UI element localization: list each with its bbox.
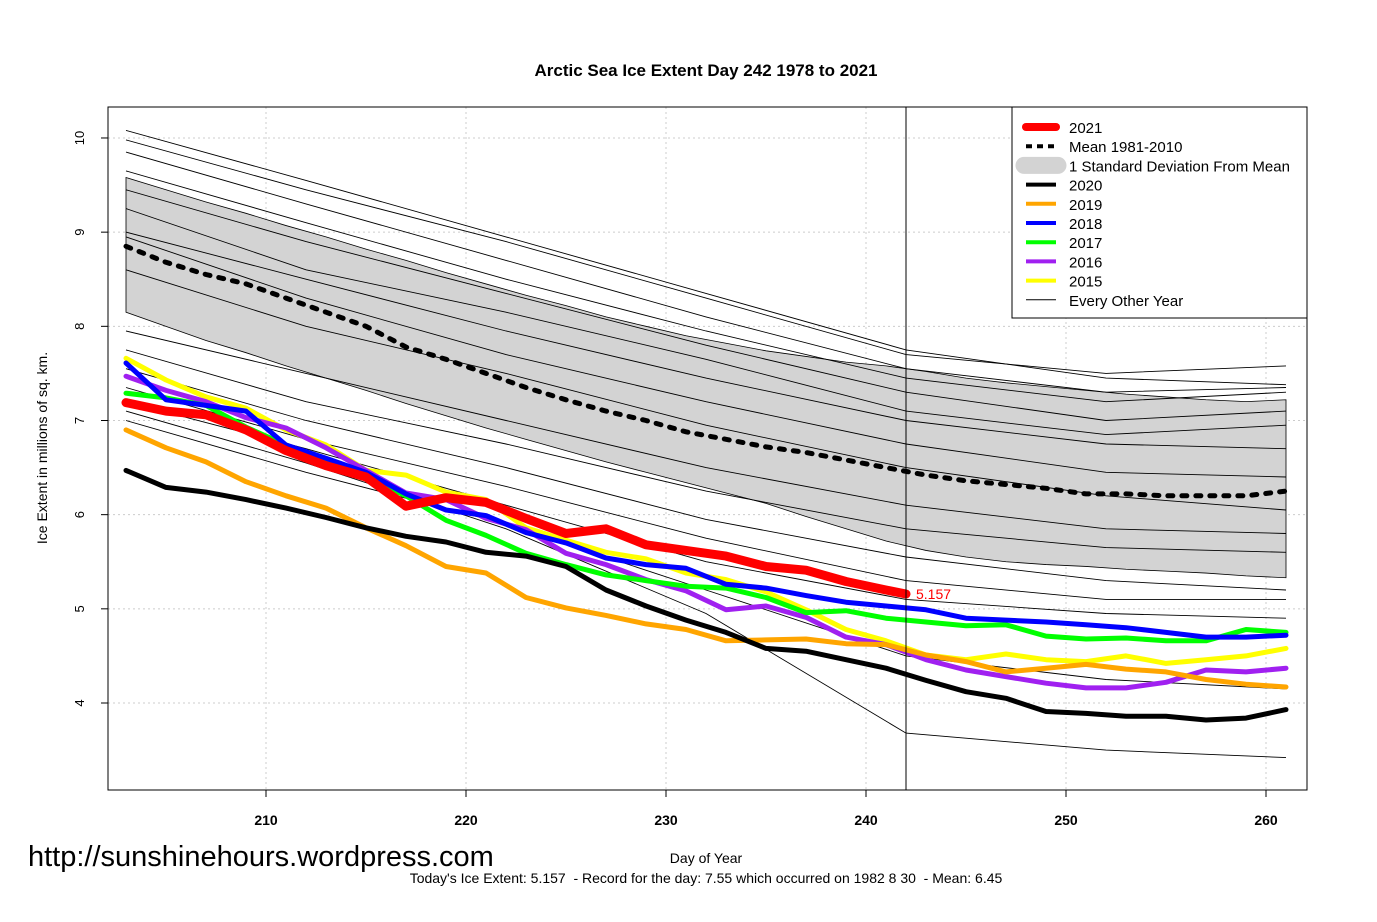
y-tick-label: 6: [72, 511, 87, 518]
current-value-label: 5.157: [916, 586, 951, 602]
legend-box: [1011, 106, 1308, 319]
y-tick-label: 8: [72, 323, 87, 330]
other-year-line: [125, 349, 1287, 553]
legend-label: Every Other Year: [1069, 293, 1183, 310]
x-tick-label: 220: [454, 812, 478, 828]
other-years-lines: [125, 129, 1287, 759]
y-tick-label: 9: [72, 229, 87, 236]
series-2019: [123, 427, 1289, 690]
other-year-line: [125, 189, 1287, 421]
series-2020: [123, 467, 1289, 723]
legend-label: 2018: [1069, 216, 1102, 233]
other-year-line: [125, 129, 1287, 386]
other-year-line: [125, 401, 1287, 619]
series-2021: [121, 398, 911, 599]
series-2016: [123, 373, 1289, 691]
legend: 2021 Mean 1981-2010 1 Standard Deviation F…: [1011, 106, 1308, 319]
y-axis: 4 5 6 7 8 9 10: [72, 131, 108, 707]
legend-label: 2017: [1069, 235, 1102, 252]
x-tick-label: 240: [854, 812, 878, 828]
legend-label: 2020: [1069, 178, 1102, 195]
other-year-line: [125, 151, 1287, 393]
caption: Today's Ice Extent: 5.157 - Record for t…: [410, 870, 1003, 886]
series-2018: [123, 360, 1289, 640]
other-year-line: [125, 420, 1287, 690]
x-tick-label: 260: [1254, 812, 1278, 828]
x-tick-label: 230: [654, 812, 678, 828]
x-tick-label: 250: [1054, 812, 1078, 828]
x-tick-label: 210: [254, 812, 278, 828]
x-axis-label: Day of Year: [670, 850, 743, 866]
other-year-line: [125, 368, 1287, 591]
legend-label: 1 Standard Deviation From Mean: [1069, 158, 1290, 175]
legend-label: 2019: [1069, 197, 1102, 214]
y-axis-label: Ice Extent in millions of sq. km.: [34, 352, 50, 544]
chart-title: Arctic Sea Ice Extent Day 242 1978 to 20…: [534, 61, 877, 80]
other-year-line: [125, 170, 1287, 403]
other-year-line: [125, 236, 1287, 478]
legend-label: 2016: [1069, 254, 1102, 271]
other-year-line: [125, 208, 1287, 436]
other-year-line: [125, 330, 1287, 534]
plot-frame: [107, 106, 1308, 791]
watermark-url: http://sunshinehours.wordpress.com: [28, 841, 494, 873]
y-tick-label: 4: [72, 699, 87, 706]
legend-label: Mean 1981-2010: [1069, 139, 1182, 156]
y-tick-label: 5: [72, 605, 87, 612]
x-axis: 210 220 230 240 250 260: [254, 790, 1278, 828]
other-year-line: [125, 269, 1287, 511]
y-tick-label: 7: [72, 417, 87, 424]
legend-label: 2021: [1069, 120, 1102, 137]
year-series: [121, 355, 1289, 723]
other-year-line: [125, 139, 1287, 374]
y-tick-label: 10: [72, 131, 87, 145]
other-year-line: [125, 231, 1287, 450]
legend-label: 2015: [1069, 274, 1102, 291]
